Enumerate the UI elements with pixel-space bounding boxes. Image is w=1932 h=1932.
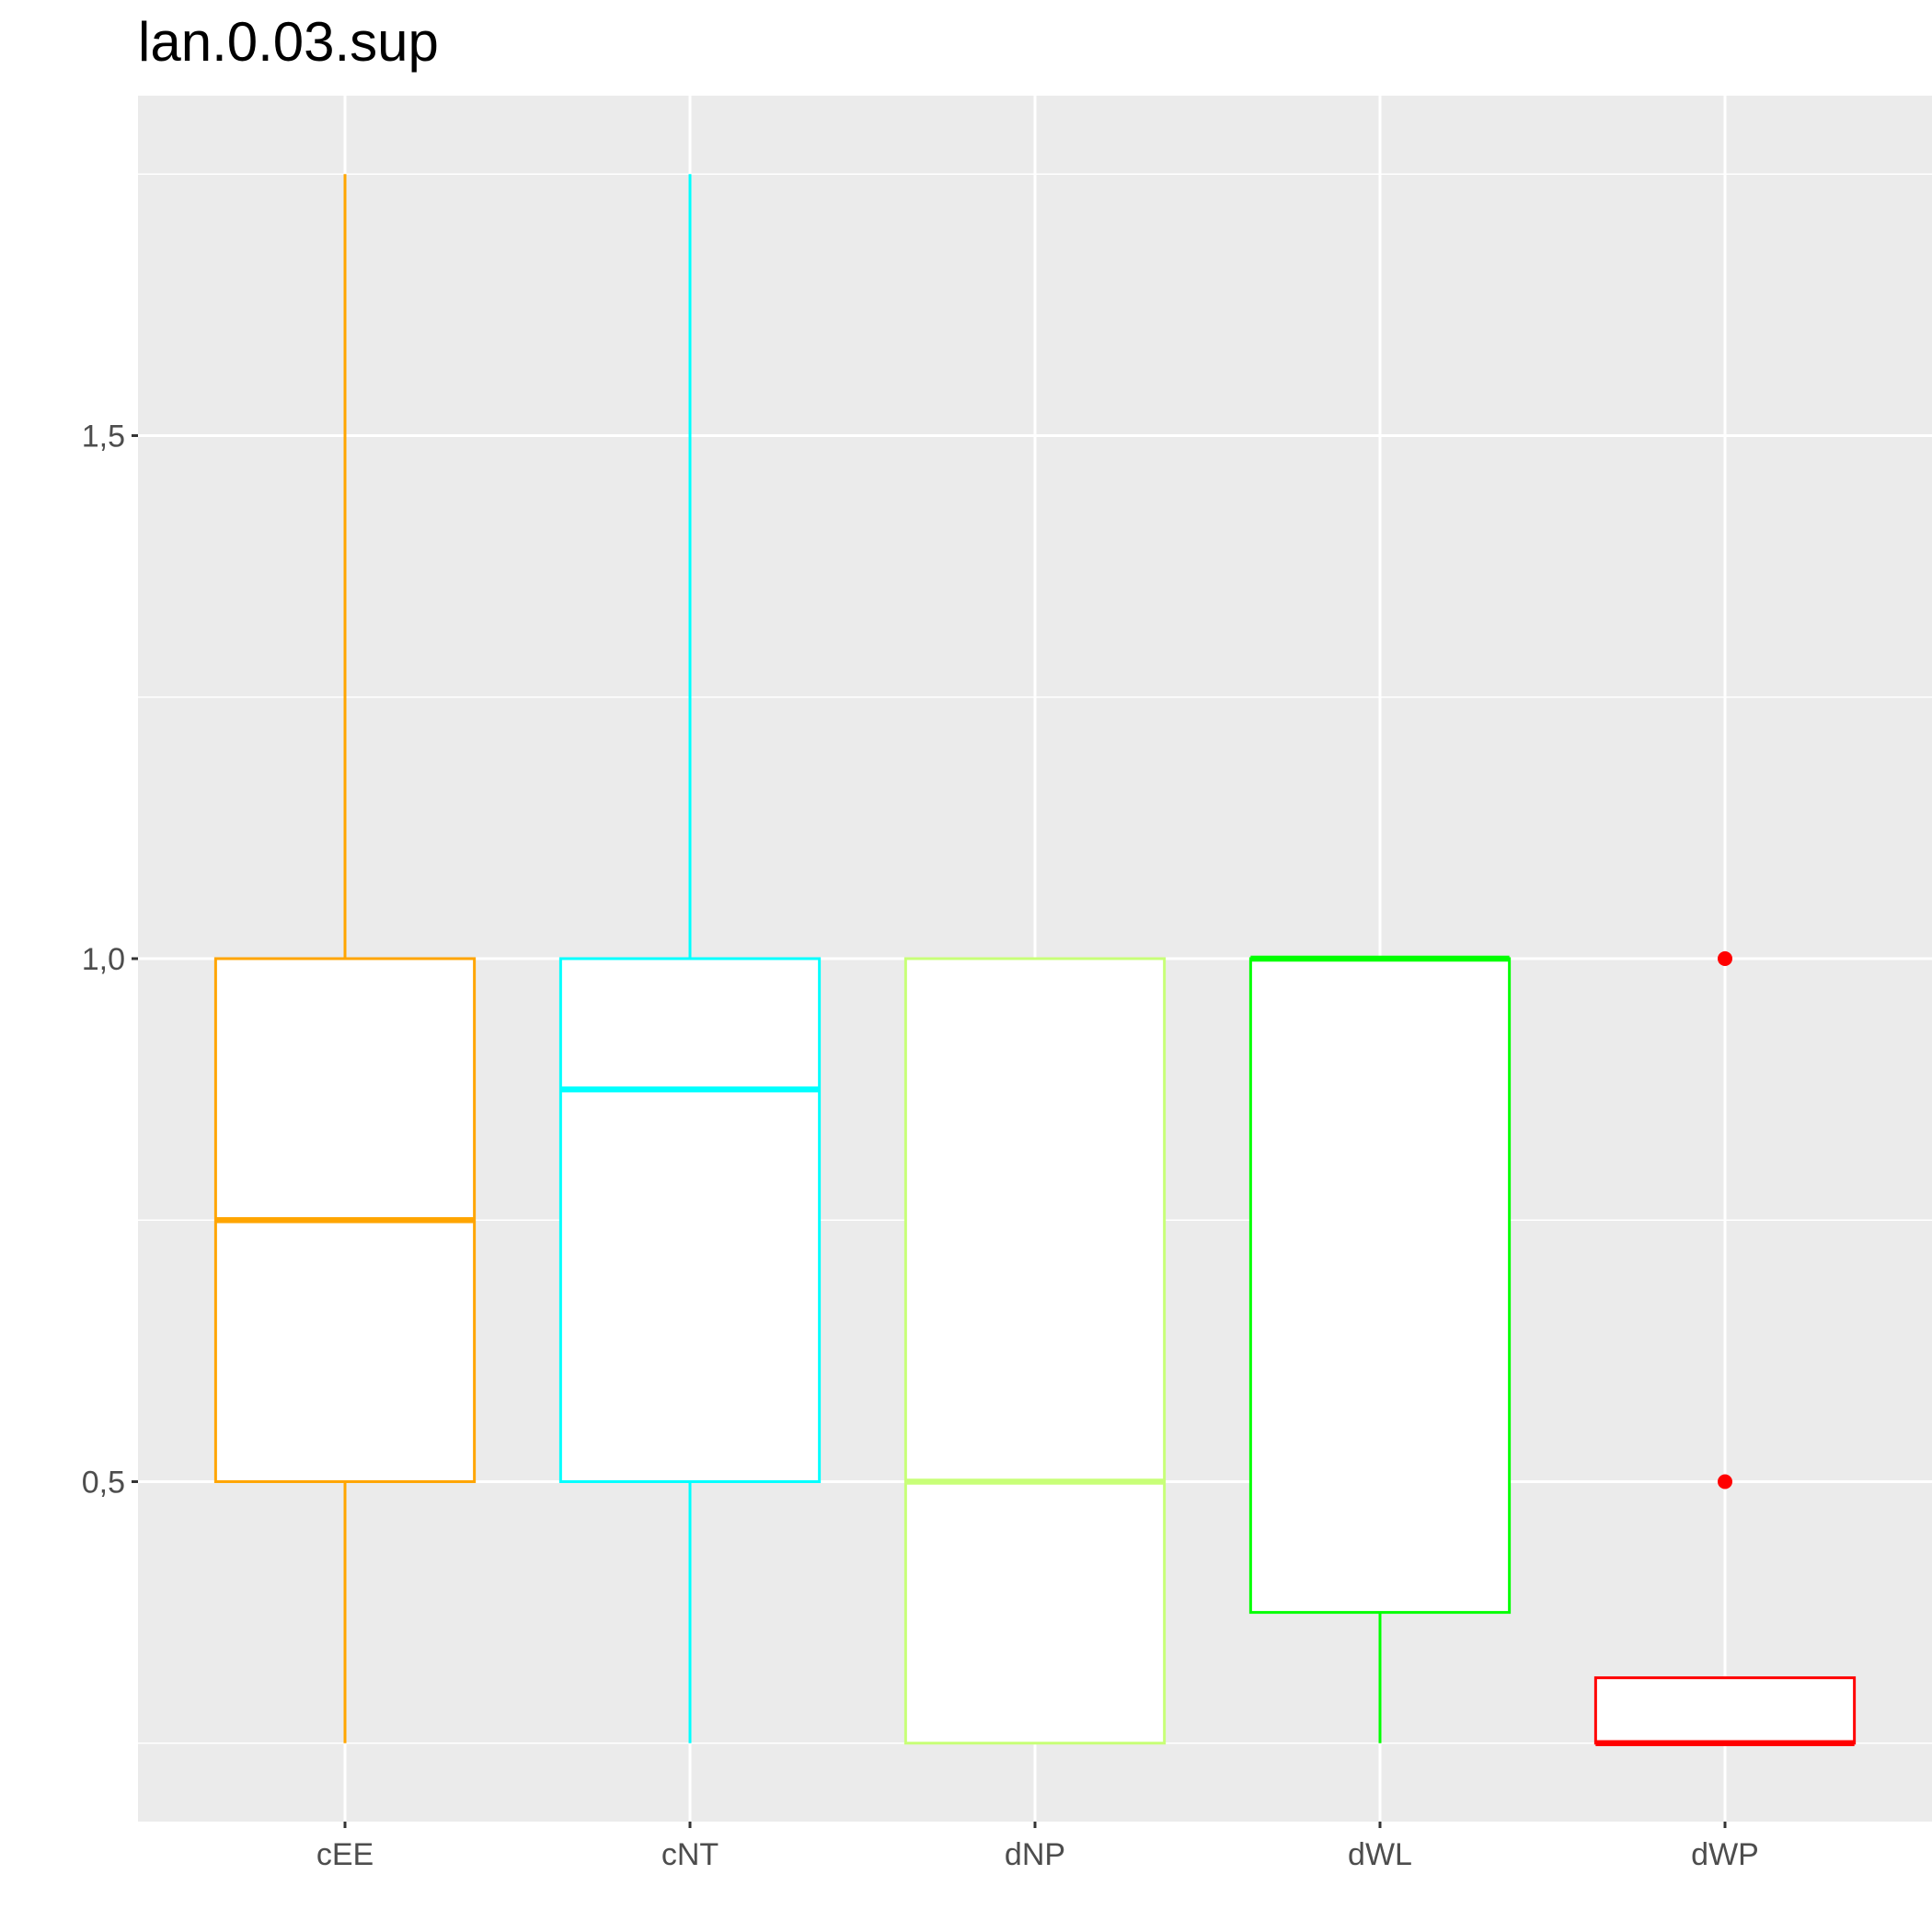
- outlier-point: [1718, 951, 1732, 966]
- y-axis: 0,5 1,0 1,5: [82, 420, 138, 1500]
- box-body: [1593, 1676, 1857, 1745]
- y-tick-label: 0,5: [82, 1465, 125, 1500]
- box-dWP: [1593, 951, 1857, 1746]
- x-tick-label: cEE: [316, 1837, 374, 1872]
- x-tick-label: dWL: [1348, 1837, 1412, 1872]
- box-body: [1248, 957, 1512, 1615]
- y-tick-label: 1,5: [82, 420, 125, 454]
- boxes-layer: [213, 174, 1857, 1746]
- x-tick-label: dNP: [1005, 1837, 1065, 1872]
- box-body: [903, 957, 1167, 1745]
- x-tick-label: dWP: [1691, 1837, 1759, 1872]
- outlier-point: [1718, 1474, 1732, 1489]
- box-body: [558, 957, 822, 1483]
- box-dWL: [1248, 955, 1512, 1743]
- x-axis: cEE cNT dNP dWL dWP: [316, 1822, 1759, 1872]
- y-tick-label: 1,0: [82, 942, 125, 977]
- box-cNT: [558, 174, 822, 1743]
- box-dNP: [903, 957, 1167, 1745]
- box-cEE: [213, 174, 477, 1743]
- x-tick-label: cNT: [661, 1837, 719, 1872]
- chart-title: lan.0.03.sup: [138, 11, 439, 73]
